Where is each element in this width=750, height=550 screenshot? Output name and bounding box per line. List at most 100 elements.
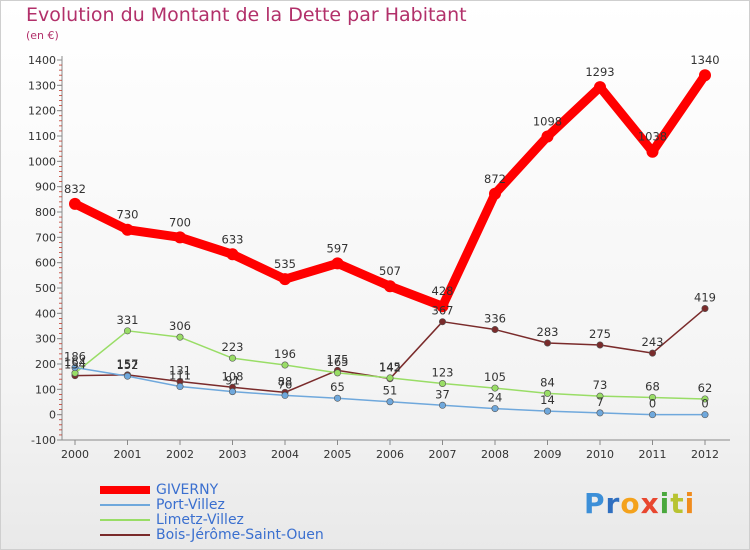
data-label: 186	[64, 350, 86, 364]
data-label: 154	[64, 358, 86, 372]
data-point	[438, 318, 446, 326]
data-point	[438, 380, 446, 388]
data-point	[543, 407, 551, 415]
x-tick-label: 2002	[166, 448, 194, 461]
data-label: 145	[379, 360, 401, 374]
data-label: 306	[169, 319, 191, 333]
data-label: 7	[596, 395, 603, 409]
data-label: 51	[383, 384, 398, 398]
data-label: 419	[694, 291, 716, 305]
y-tick-label: 1000	[28, 155, 56, 168]
logo-letter: t	[670, 487, 685, 520]
data-point	[279, 273, 291, 286]
y-tick-label: 1100	[28, 130, 56, 143]
data-label: 633	[222, 232, 244, 246]
data-label: 730	[117, 208, 139, 222]
data-point	[701, 411, 709, 419]
data-point	[646, 145, 659, 158]
data-point	[124, 372, 132, 380]
data-label: 1098	[533, 115, 562, 129]
data-point	[701, 305, 709, 313]
data-point	[121, 223, 134, 236]
data-point	[491, 326, 499, 334]
data-point	[699, 69, 711, 82]
data-point	[491, 384, 499, 392]
data-label: 84	[540, 375, 555, 389]
data-point	[333, 394, 341, 402]
proxiti-logo: Proxiti	[584, 487, 695, 520]
y-tick-label: 700	[35, 231, 56, 244]
data-label: 872	[484, 172, 506, 186]
data-label: 37	[435, 387, 450, 401]
data-point	[176, 333, 184, 341]
data-point	[176, 383, 184, 391]
data-label: 105	[484, 370, 506, 384]
x-tick-label: 2011	[639, 448, 667, 461]
legend-swatch	[100, 519, 150, 521]
x-tick-label: 2003	[219, 448, 247, 461]
logo-letter: i	[659, 487, 671, 520]
y-tick-label: 200	[35, 358, 56, 371]
data-label: 164	[64, 355, 86, 369]
data-point	[229, 388, 237, 396]
data-label: 1293	[585, 65, 614, 79]
data-point	[69, 197, 81, 210]
chart-subtitle: (en €)	[26, 29, 59, 42]
data-label: 24	[488, 391, 503, 405]
data-label: 832	[64, 182, 86, 196]
data-label: 157	[117, 357, 139, 371]
x-tick-label: 2009	[534, 448, 562, 461]
logo-letter: o	[620, 487, 641, 520]
y-tick-label: 900	[35, 181, 56, 194]
data-label: 131	[169, 363, 191, 377]
y-tick-label: 800	[35, 206, 56, 219]
data-point	[71, 364, 79, 372]
data-point	[281, 361, 289, 369]
y-tick-label: 400	[35, 307, 56, 320]
data-point	[596, 392, 604, 400]
legend-label: GIVERNY	[156, 482, 219, 498]
x-tick-label: 2004	[271, 448, 299, 461]
data-label: 142	[379, 361, 401, 375]
data-point	[384, 280, 396, 293]
data-label: 243	[642, 335, 664, 349]
y-tick-label: 0	[49, 409, 56, 422]
data-label: 152	[117, 358, 139, 372]
x-tick-label: 2001	[114, 448, 142, 461]
data-point	[541, 130, 554, 143]
y-tick-label: 600	[35, 257, 56, 270]
data-point	[648, 393, 656, 401]
data-point	[331, 257, 344, 270]
data-label: 65	[330, 380, 345, 394]
data-point	[386, 374, 394, 382]
data-label: 336	[484, 312, 506, 326]
x-tick-label: 2007	[429, 448, 457, 461]
data-label: 367	[432, 304, 454, 318]
data-label: 111	[169, 369, 191, 383]
data-label: 428	[432, 284, 454, 298]
y-tick-label: 1300	[28, 79, 56, 92]
x-tick-label: 2008	[481, 448, 509, 461]
legend-label: Port-Villez	[156, 497, 225, 513]
logo-letter: P	[584, 487, 606, 520]
data-point	[226, 248, 239, 261]
logo-letter: i	[684, 487, 696, 520]
y-tick-label: 1200	[28, 105, 56, 118]
data-point	[491, 405, 499, 413]
data-point	[438, 401, 446, 409]
data-label: 275	[589, 327, 611, 341]
data-point	[386, 398, 394, 406]
data-label: 331	[117, 313, 139, 327]
data-label: 223	[222, 340, 244, 354]
legend-label: Bois-Jérôme-Saint-Ouen	[156, 527, 324, 543]
data-point	[648, 349, 656, 357]
logo-letter: r	[605, 487, 621, 520]
data-label: 14	[540, 393, 555, 407]
data-label: 73	[593, 378, 608, 392]
x-tick-label: 2010	[586, 448, 614, 461]
x-tick-label: 2012	[691, 448, 719, 461]
data-label: 0	[701, 397, 708, 411]
data-point	[594, 81, 606, 94]
data-point	[436, 300, 449, 313]
data-point	[333, 369, 341, 377]
